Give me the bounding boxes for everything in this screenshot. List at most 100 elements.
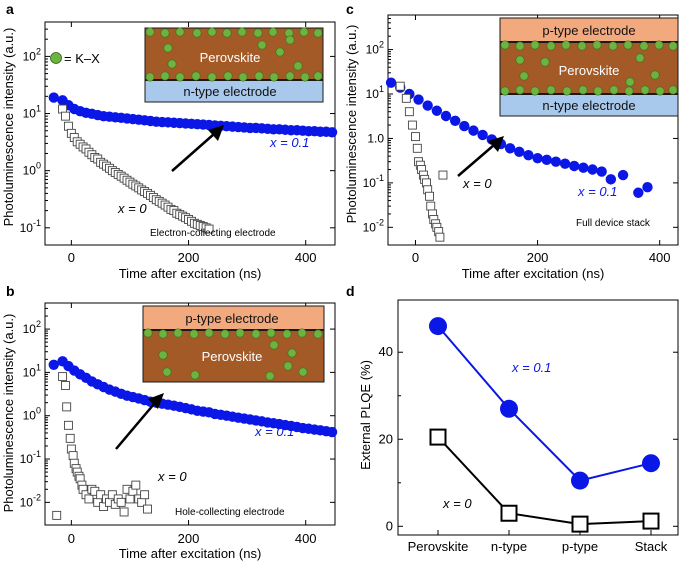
data-point-x0 — [125, 494, 135, 504]
kx-dot-icon — [313, 71, 323, 81]
kx-dot-icon — [654, 40, 664, 50]
panel-letter: d — [346, 283, 355, 299]
kx-dot-icon — [173, 328, 183, 338]
data-point-x01 — [541, 154, 552, 166]
arrow-head-icon — [148, 393, 164, 409]
kx-dot-icon — [189, 329, 199, 339]
kx-dot-icon — [204, 328, 214, 338]
tick-labels: 0 200 400 10-2 10-1 100 101 102 — [20, 319, 317, 546]
y-axis-label: Photoluminescence intensity (a.u.) — [1, 314, 16, 513]
y-tick-label: 10-2 — [363, 217, 384, 234]
data-point-x01 — [422, 100, 433, 111]
kx-dot-icon — [577, 41, 587, 51]
data-point-x0 — [571, 515, 589, 533]
y-tick-label: 101 — [366, 84, 384, 101]
data-point-x01 — [429, 317, 447, 336]
n-type-label: n-type electrode — [183, 84, 276, 99]
data-point-x0 — [429, 428, 447, 446]
data-point-x01 — [477, 129, 488, 141]
kx-dot-icon — [515, 55, 525, 65]
panel-letter: c — [346, 1, 354, 17]
axes-frame — [44, 302, 336, 526]
data-point-x01 — [500, 399, 518, 418]
data-point-x0 — [401, 93, 411, 103]
x-tick-label: 200 — [527, 250, 549, 265]
y-tick-label: 100 — [23, 406, 41, 423]
data-point-x01 — [633, 187, 644, 198]
data-point-x0 — [500, 504, 518, 522]
kx-dot-icon — [175, 27, 185, 37]
tick-labels: 0 200 400 10-1 100 101 102 — [20, 46, 317, 265]
y-tick-label: 20 — [379, 431, 393, 446]
y-tick-label: 10-2 — [20, 492, 41, 509]
y-tick-label: 100 — [23, 161, 41, 178]
axes-box — [44, 302, 336, 526]
kx-dot-icon — [222, 28, 232, 38]
perovskite-layer — [144, 27, 324, 81]
data-point-x01 — [642, 181, 653, 193]
data-point-x0 — [52, 510, 62, 520]
series-line — [437, 325, 652, 482]
kx-dot-icon — [145, 27, 155, 37]
y-axis-label: External PLQE (%) — [358, 360, 373, 470]
kx-dot-icon — [299, 27, 309, 37]
kx-dot-icon — [562, 86, 572, 96]
data-point-x0 — [131, 480, 141, 490]
n-type-label: n-type electrode — [542, 98, 635, 113]
kx-dot-icon — [163, 43, 173, 53]
device-diagram: Perovskite n-type electrode — [144, 27, 324, 103]
arrow-line — [115, 403, 155, 450]
series-label-x0: x = 0 — [117, 201, 147, 216]
data-point-x01 — [559, 158, 571, 169]
data-point-x01 — [385, 77, 397, 88]
p-type-layer — [142, 305, 325, 331]
data-point-x01 — [449, 115, 461, 126]
tick-labels: 0 200 400 10-2 10-1 1.0 101 102 — [363, 40, 671, 265]
data-point-x0 — [407, 120, 417, 130]
kx-legend-label: = K–X — [64, 51, 100, 66]
y-tick-label: 102 — [366, 40, 384, 57]
x-tick-label: 400 — [649, 250, 671, 265]
kx-dot-icon — [624, 86, 634, 96]
kx-dot-icon — [207, 27, 217, 37]
data-point-x01 — [605, 174, 617, 185]
kx-dot-icon — [220, 329, 230, 339]
y-tick-label: 102 — [23, 319, 41, 336]
category-label: p-type — [562, 539, 598, 554]
data-point-x0 — [119, 507, 129, 517]
panel-c: c Photoluminescence intensity (a.u.) Tim… — [344, 1, 679, 281]
y-tick-label: 0 — [386, 518, 393, 533]
kx-dot-icon — [143, 328, 153, 338]
y-tick-label: 10-1 — [20, 218, 41, 235]
kx-dot-icon — [285, 71, 295, 81]
kx-dot-icon — [190, 370, 200, 380]
series-label-x0: x = 0 — [462, 176, 492, 191]
kx-dot-icon — [207, 72, 217, 82]
kx-dot-icon — [546, 41, 556, 51]
inset-caption: Full device stack — [576, 218, 651, 229]
series-label-x0: x = 0 — [442, 496, 472, 511]
kx-dot-icon — [519, 71, 529, 81]
data-point-x01 — [587, 164, 598, 175]
kx-dot-icon — [158, 350, 168, 360]
x-tick-label: 0 — [68, 531, 75, 546]
kx-dot-icon — [561, 40, 571, 50]
kx-dot-icon — [167, 59, 177, 69]
perovskite-label: Perovskite — [559, 63, 620, 78]
data-point-x0 — [61, 380, 70, 390]
inset-caption: Electron-collecting electrode — [150, 228, 276, 239]
y-tick-label: 102 — [23, 46, 41, 63]
kx-legend-dot-icon — [50, 52, 62, 64]
p-type-label: p-type electrode — [185, 311, 278, 326]
data-point-x0 — [116, 497, 126, 507]
data-point-x01 — [523, 149, 534, 161]
kx-dot-icon — [285, 35, 295, 45]
kx-dot-icon — [500, 86, 510, 96]
kx-dots — [143, 328, 323, 381]
kx-dot-icon — [623, 40, 633, 50]
data-point-x01 — [532, 152, 543, 164]
x-axis-label: Time after excitation (ns) — [119, 546, 262, 561]
series-label-x01: x = 0.1 — [511, 360, 551, 375]
kx-dot-icon — [266, 328, 276, 338]
data-point-x01 — [48, 359, 59, 370]
